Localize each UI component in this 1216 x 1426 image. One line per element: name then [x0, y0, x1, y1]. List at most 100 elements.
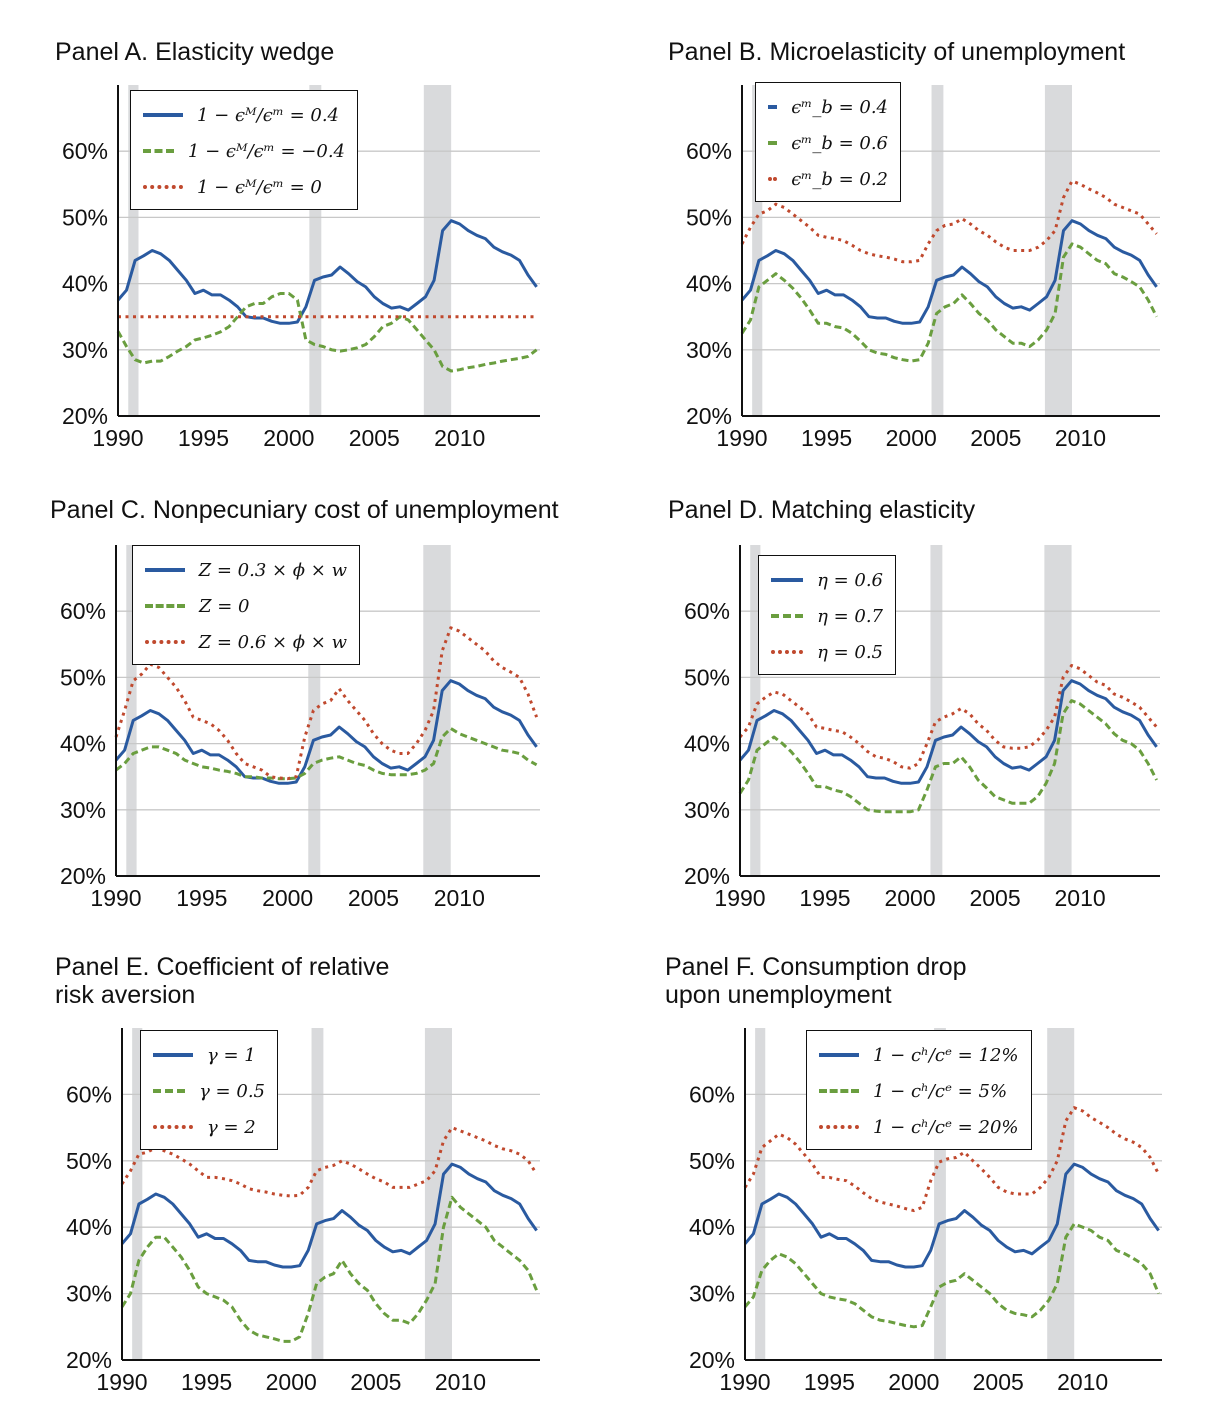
legend-label: Z = 0	[199, 595, 250, 617]
legend-label: η = 0.6	[817, 569, 883, 591]
series-line-dashed	[738, 699, 1158, 814]
series-line-dotted	[114, 626, 539, 781]
x-tick-label: 2000	[888, 1369, 939, 1395]
y-tick-label: 50%	[62, 204, 108, 230]
legend-entry: γ = 0.5	[153, 1073, 265, 1109]
y-tick-label: 20%	[686, 403, 732, 429]
legend-entry: ϵᵐ_b = 0.2	[768, 161, 888, 197]
legend-entry: ϵᵐ_b = 0.4	[768, 89, 888, 125]
legend-swatch	[143, 149, 174, 153]
y-tick-label: 20%	[60, 863, 106, 889]
legend-entry: 1 − ϵᴹ/ϵᵐ = −0.4	[143, 133, 345, 169]
x-tick-label: 2010	[1055, 425, 1106, 451]
x-tick-label: 2010	[1054, 885, 1105, 911]
legend-entry: η = 0.7	[771, 598, 883, 634]
panel-c: Panel C. Nonpecuniary cost of unemployme…	[50, 496, 559, 911]
legend-swatch	[819, 1053, 859, 1057]
y-tick-label: 20%	[689, 1347, 735, 1373]
legend-swatch	[771, 578, 804, 582]
legend-entry: η = 0.6	[771, 562, 883, 598]
recession-band	[934, 1028, 946, 1360]
panel-a: Panel A. Elasticity wedge 20% 30% 40% 50% 60%…	[55, 38, 540, 451]
x-tick-label: 1995	[799, 885, 850, 911]
y-tick-label: 40%	[60, 731, 106, 757]
series-line-dotted	[120, 1126, 538, 1198]
panel-title: Panel A. Elasticity wedge	[55, 38, 334, 66]
panel-title: Panel C. Nonpecuniary cost of unemployme…	[50, 496, 559, 524]
legend-swatch	[143, 185, 183, 189]
x-tick-label: 2005	[970, 425, 1021, 451]
y-tick-label: 50%	[689, 1148, 735, 1174]
y-tick-label: 40%	[62, 271, 108, 297]
series-line-solid	[738, 679, 1158, 785]
x-tick-label: 2000	[884, 885, 935, 911]
legend-swatch	[771, 650, 804, 654]
legend-swatch	[145, 568, 185, 572]
legend-entry: γ = 1	[153, 1037, 265, 1073]
recession-band	[126, 545, 137, 876]
legend-entry: Z = 0.6 × ϕ × w	[145, 624, 347, 660]
legend-swatch	[771, 614, 804, 618]
x-tick-label: 1995	[181, 1369, 232, 1395]
y-tick-label: 60%	[62, 138, 108, 164]
x-tick-label: 1990	[716, 425, 767, 451]
panel-title: risk aversion	[55, 981, 195, 1009]
legend: γ = 1 γ = 0.5 γ = 2	[140, 1030, 278, 1150]
y-tick-label: 40%	[684, 731, 730, 757]
recession-band	[930, 545, 943, 876]
panel-title: Panel B. Microelasticity of unemployment	[668, 38, 1125, 66]
series-line-dotted	[743, 1106, 1160, 1213]
legend-swatch	[153, 1125, 193, 1129]
series-line-dotted	[738, 664, 1158, 770]
y-tick-label: 30%	[60, 797, 106, 823]
series-line-dashed	[740, 242, 1158, 363]
x-tick-label: 2010	[434, 885, 485, 911]
legend-label: γ = 1	[207, 1044, 256, 1066]
legend: 1 − cʰ/cᵉ = 12% 1 − cʰ/cᵉ = 5% 1 − cʰ/cᵉ =…	[806, 1030, 1032, 1150]
legend-label: γ = 2	[207, 1116, 256, 1138]
legend-label: γ = 0.5	[199, 1080, 265, 1102]
legend-entry: γ = 2	[153, 1109, 265, 1145]
legend-label: Z = 0.6 × ϕ × w	[198, 631, 347, 653]
y-tick-label: 30%	[62, 337, 108, 363]
legend-swatch	[145, 604, 185, 608]
recession-band	[755, 1028, 766, 1360]
y-tick-label: 60%	[689, 1081, 735, 1107]
x-tick-label: 2010	[435, 1369, 486, 1395]
y-tick-label: 50%	[686, 204, 732, 230]
y-tick-label: 40%	[686, 271, 732, 297]
x-tick-label: 1990	[719, 1369, 770, 1395]
legend-swatch	[153, 1053, 193, 1057]
panel-b: Panel B. Microelasticity of unemployment…	[668, 38, 1160, 451]
legend-entry: Z = 0.3 × ϕ × w	[145, 552, 347, 588]
x-tick-label: 2005	[969, 885, 1020, 911]
legend: η = 0.6 η = 0.7 η = 0.5	[758, 555, 896, 675]
legend: ϵᵐ_b = 0.4 ϵᵐ_b = 0.6 ϵᵐ_b = 0.2	[755, 82, 901, 202]
x-tick-label: 1995	[178, 425, 229, 451]
series-line-dashed	[120, 1195, 538, 1343]
legend-entry: 1 − ϵᴹ/ϵᵐ = 0	[143, 169, 345, 205]
x-tick-label: 2010	[434, 425, 485, 451]
y-tick-label: 50%	[66, 1148, 112, 1174]
legend-label: 1 − ϵᴹ/ϵᵐ = 0	[197, 176, 322, 198]
legend-label: 1 − cʰ/cᵉ = 20%	[873, 1116, 1019, 1138]
y-tick-label: 30%	[689, 1281, 735, 1307]
x-tick-label: 1995	[176, 885, 227, 911]
legend: Z = 0.3 × ϕ × w Z = 0 Z = 0.6 × ϕ × w	[132, 545, 360, 665]
x-tick-label: 2010	[1057, 1369, 1108, 1395]
legend-entry: ϵᵐ_b = 0.6	[768, 125, 888, 161]
series-line-dashed	[743, 1222, 1160, 1329]
panel-title: Panel F. Consumption drop	[665, 953, 967, 981]
series-line-dashed	[116, 292, 538, 373]
y-tick-label: 50%	[684, 664, 730, 690]
x-tick-label: 2005	[350, 1369, 401, 1395]
recession-band	[423, 85, 452, 416]
series-line-solid	[743, 1162, 1160, 1269]
x-tick-label: 2000	[262, 885, 313, 911]
x-tick-label: 1990	[96, 1369, 147, 1395]
recession-band	[128, 85, 139, 416]
legend-label: η = 0.7	[817, 605, 883, 627]
